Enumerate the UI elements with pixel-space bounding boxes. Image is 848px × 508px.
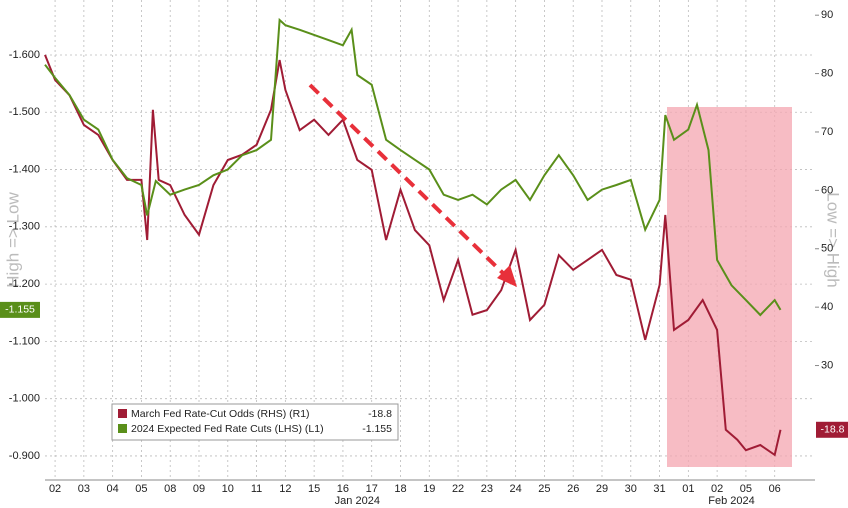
x-tick-label: 05: [135, 483, 147, 495]
x-tick-label: 29: [596, 483, 608, 495]
value-tag: [816, 421, 848, 438]
y2-tick-label: 90: [821, 9, 833, 21]
y2-tick-label: 30: [821, 359, 833, 371]
legend-label: March Fed Rate-Cut Odds (RHS) (R1): [131, 408, 310, 420]
x-tick-label: 31: [653, 483, 665, 495]
x-tick-label: 04: [107, 483, 119, 495]
value-tag-label: -1.155: [5, 304, 35, 316]
y-tick-label: -1.400: [9, 163, 40, 175]
x-tick-label: 12: [279, 483, 291, 495]
y-tick-label: -1.100: [9, 335, 40, 347]
y-axis-label: High => Low: [3, 192, 22, 288]
legend: March Fed Rate-Cut Odds (RHS) (R1) -18.8 2…: [111, 403, 399, 441]
y-tick-label: -0.900: [9, 450, 40, 462]
legend-box: [111, 403, 399, 441]
x-tick-label: 25: [538, 483, 550, 495]
legend-swatch: [118, 409, 127, 418]
value-tag-label: -18.8: [821, 424, 845, 436]
y-tick-label: -1.000: [9, 393, 40, 405]
x-tick-label: 09: [193, 483, 205, 495]
x-tick-label: 19: [423, 483, 435, 495]
arrow-head: [497, 265, 517, 287]
trend-arrow: [308, 83, 510, 280]
y-tick-label: -1.200: [9, 278, 40, 290]
y-tick-label: -1.300: [9, 221, 40, 233]
series-line: [44, 17, 782, 317]
y2-tick-label: 80: [821, 67, 833, 79]
x-tick-label: 17: [366, 483, 378, 495]
grid: [45, 0, 815, 480]
x-tick-label: 08: [164, 483, 176, 495]
x-tick-label: 06: [769, 483, 781, 495]
y-tick-label: -1.600: [9, 49, 40, 61]
x-tick-label: 22: [452, 483, 464, 495]
y2-tick-label: 40: [821, 301, 833, 313]
x-tick-label: 23: [481, 483, 493, 495]
y2-axis-label: Low => High: [824, 192, 843, 287]
x-tick-label: 15: [308, 483, 320, 495]
month-label: Jan 2024: [335, 495, 380, 507]
x-tick-label: 24: [510, 483, 522, 495]
y-tick-label: -1.500: [9, 106, 40, 118]
x-tick-label: 10: [222, 483, 234, 495]
x-tick-label: 16: [337, 483, 349, 495]
y2-tick-label: 60: [821, 184, 833, 196]
legend-value: -1.155: [362, 423, 392, 435]
x-tick-label: 26: [567, 483, 579, 495]
legend-label: 2024 Expected Fed Rate Cuts (LHS) (L1): [131, 423, 324, 435]
x-tick-label: 05: [740, 483, 752, 495]
y2-tick-label: 70: [821, 126, 833, 138]
x-tick-label: 30: [625, 483, 637, 495]
value-tag: [0, 301, 40, 318]
legend-swatch: [118, 424, 127, 433]
x-tick-label: 03: [78, 483, 90, 495]
x-tick-label: 18: [394, 483, 406, 495]
x-tick-label: 01: [682, 483, 694, 495]
x-tick-label: 02: [49, 483, 61, 495]
x-tick-label: 11: [251, 483, 262, 495]
highlight-region: [667, 107, 792, 467]
legend-value: -18.8: [368, 408, 392, 420]
x-tick-label: 02: [711, 483, 723, 495]
lines: [44, 17, 782, 457]
month-label: Feb 2024: [708, 495, 754, 507]
y2-tick-label: 50: [821, 243, 833, 255]
series-line: [44, 54, 782, 457]
